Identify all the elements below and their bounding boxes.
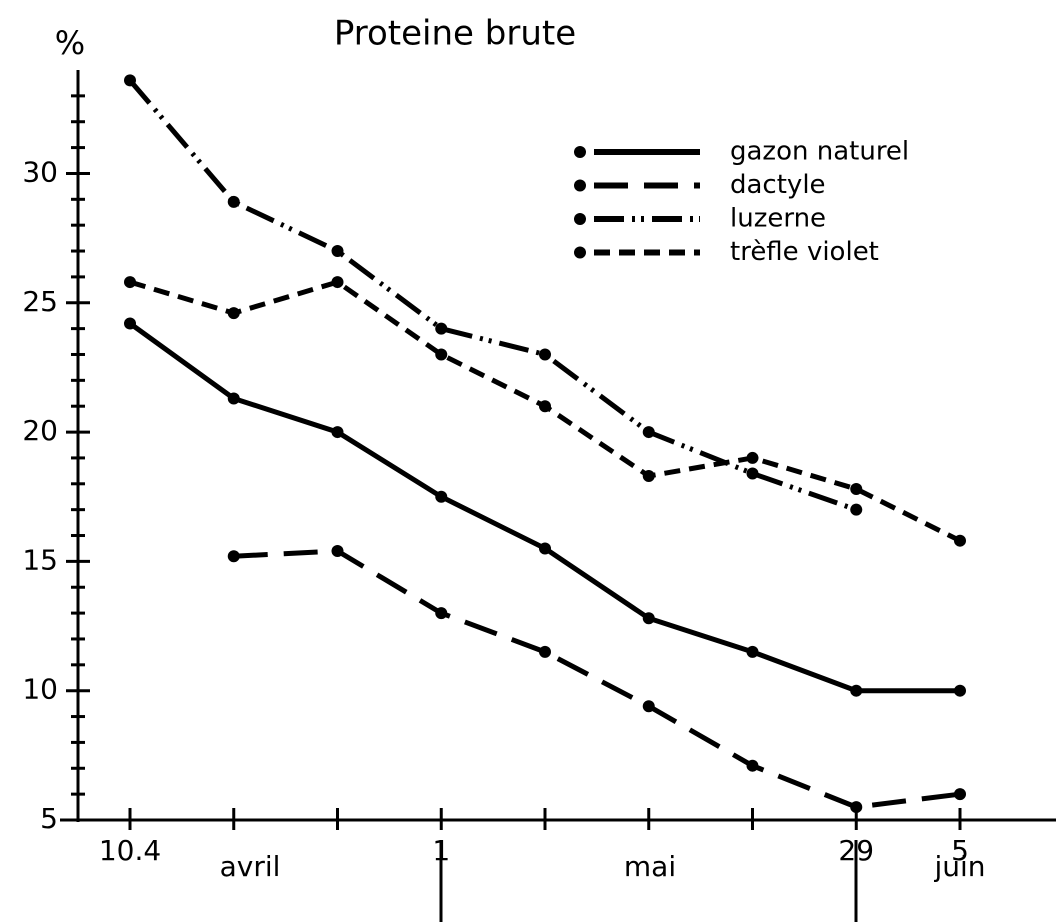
data-point bbox=[331, 245, 344, 258]
data-point bbox=[435, 348, 448, 361]
data-point bbox=[227, 392, 240, 405]
data-point bbox=[331, 276, 344, 289]
month-label: juin bbox=[933, 850, 985, 883]
data-point bbox=[642, 612, 655, 625]
data-point bbox=[331, 426, 344, 439]
y-tick-label: 15 bbox=[22, 543, 58, 576]
x-tick-label: 10.4 bbox=[99, 834, 161, 867]
data-point bbox=[227, 307, 240, 320]
data-point bbox=[539, 400, 551, 413]
y-tick-label: 30 bbox=[22, 155, 58, 188]
legend-marker bbox=[574, 213, 586, 225]
data-point bbox=[850, 503, 863, 516]
data-point bbox=[746, 451, 759, 464]
data-point bbox=[539, 645, 551, 658]
legend-label: gazon naturel bbox=[730, 137, 909, 167]
data-point bbox=[746, 645, 759, 658]
month-label: avril bbox=[220, 850, 281, 883]
data-point bbox=[435, 322, 448, 335]
x-tick-label: 5 bbox=[951, 834, 969, 867]
series-line bbox=[128, 78, 858, 513]
data-point bbox=[435, 607, 448, 620]
y-axis-label: % bbox=[55, 24, 85, 62]
series-line bbox=[233, 548, 961, 810]
x-tick-label: 1 bbox=[432, 834, 450, 867]
y-tick-label: 10 bbox=[22, 673, 58, 706]
data-point bbox=[435, 490, 448, 503]
legend-marker bbox=[574, 146, 586, 158]
legend-marker bbox=[574, 179, 586, 192]
data-point bbox=[642, 700, 655, 713]
data-point bbox=[124, 74, 136, 87]
data-point bbox=[954, 684, 966, 697]
data-point bbox=[539, 542, 551, 555]
month-label: mai bbox=[624, 850, 676, 883]
legend-label: trèfle violet bbox=[730, 237, 879, 267]
data-point bbox=[850, 684, 863, 697]
data-point bbox=[850, 801, 863, 814]
data-point bbox=[850, 482, 863, 495]
data-point bbox=[746, 759, 759, 772]
data-point bbox=[124, 276, 136, 289]
chart-title: Proteine brute bbox=[334, 14, 576, 54]
y-tick-label: 25 bbox=[22, 285, 58, 318]
y-tick-label: 20 bbox=[22, 414, 58, 447]
legend-marker bbox=[574, 246, 586, 259]
data-point bbox=[642, 470, 655, 483]
data-point bbox=[227, 195, 240, 208]
data-point bbox=[954, 788, 966, 801]
data-point bbox=[954, 534, 966, 547]
x-tick-label: 29 bbox=[838, 834, 874, 867]
data-point bbox=[746, 467, 759, 480]
data-point bbox=[227, 550, 240, 563]
data-point bbox=[331, 545, 344, 558]
legend-label: luzerne bbox=[730, 204, 826, 234]
data-point bbox=[539, 348, 551, 361]
data-point bbox=[124, 317, 136, 330]
y-tick-label: 5 bbox=[40, 802, 58, 835]
legend-label: dactyle bbox=[730, 170, 826, 200]
data-point bbox=[642, 426, 655, 439]
series-line bbox=[128, 321, 960, 694]
